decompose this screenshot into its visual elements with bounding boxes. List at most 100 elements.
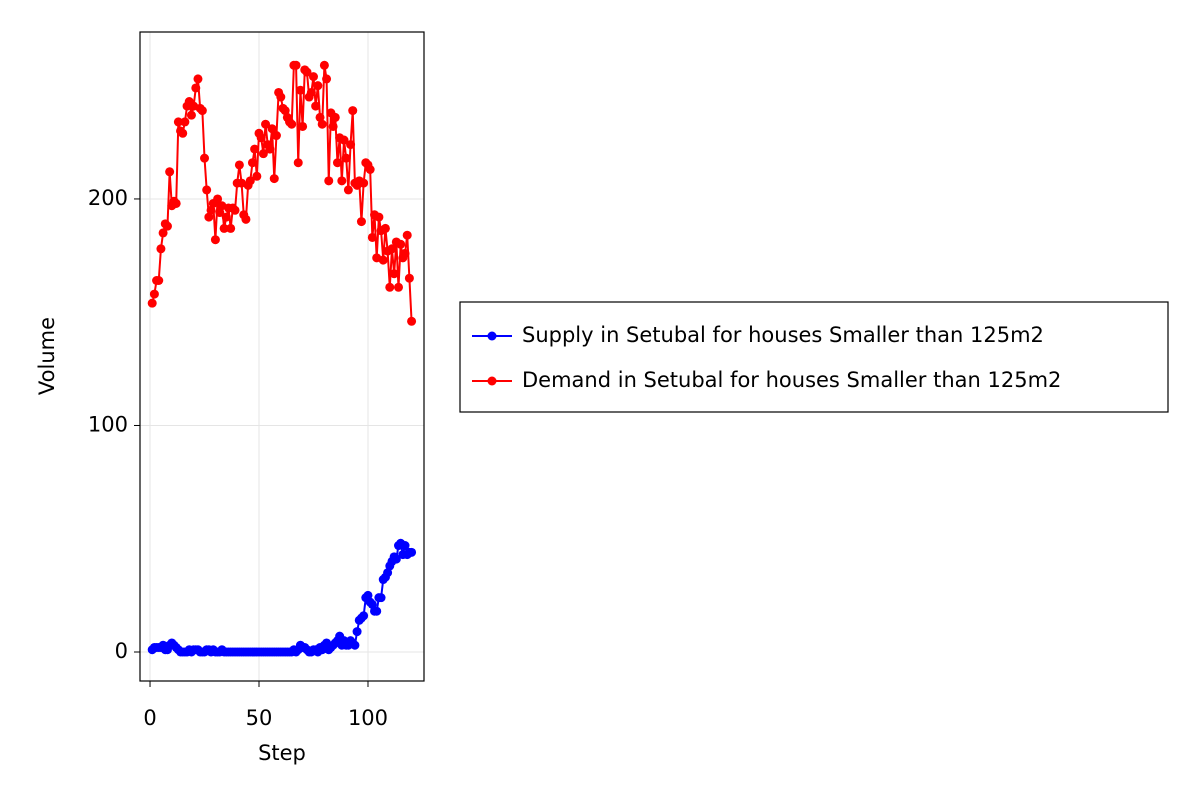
data-point (291, 60, 301, 70)
data-point (276, 92, 286, 102)
data-point (383, 568, 393, 578)
data-point (258, 149, 268, 159)
data-point (261, 119, 271, 129)
data-point (374, 212, 384, 222)
data-point (324, 176, 334, 186)
data-point (319, 60, 329, 70)
data-point (280, 106, 290, 116)
data-point (213, 194, 223, 204)
data-point (341, 153, 351, 163)
data-point (210, 235, 220, 245)
data-point (191, 83, 201, 93)
data-point (378, 255, 388, 265)
data-point (315, 112, 325, 122)
data-point (200, 153, 210, 163)
data-point (230, 205, 240, 215)
data-point (265, 144, 275, 154)
data-point (154, 276, 164, 286)
data-point (322, 74, 332, 84)
data-point (359, 611, 369, 621)
data-point (352, 627, 362, 637)
data-point (193, 74, 203, 84)
data-point (337, 176, 347, 186)
legend-marker (487, 376, 497, 386)
data-point (287, 119, 297, 129)
data-point (204, 212, 214, 222)
data-point (215, 208, 225, 218)
data-point (171, 198, 181, 208)
data-point (311, 101, 321, 111)
data-point (226, 223, 236, 233)
data-point (256, 133, 266, 143)
data-point (407, 547, 417, 557)
x-tick-label: 100 (348, 706, 388, 730)
data-point (380, 223, 390, 233)
data-point (350, 640, 360, 650)
data-point (389, 269, 399, 279)
data-point (376, 593, 386, 603)
y-tick-label: 0 (115, 639, 128, 663)
x-tick-label: 0 (143, 706, 156, 730)
data-point (343, 185, 353, 195)
data-point (267, 124, 277, 134)
data-point (317, 119, 327, 129)
data-point (330, 112, 340, 122)
data-point (402, 230, 412, 240)
data-point (348, 106, 358, 116)
x-axis-label: Step (258, 741, 306, 765)
data-point (356, 217, 366, 227)
data-point (359, 178, 369, 188)
data-point (339, 135, 349, 145)
data-point (149, 289, 159, 299)
data-point (245, 176, 255, 186)
data-point (387, 244, 397, 254)
legend-marker (487, 331, 497, 341)
data-point (250, 144, 260, 154)
data-point (162, 221, 172, 231)
data-point (173, 117, 183, 127)
data-point (219, 223, 229, 233)
data-point (186, 110, 196, 120)
x-tick-label: 50 (246, 706, 273, 730)
data-point (202, 185, 212, 195)
data-point (404, 273, 414, 283)
data-point (178, 128, 188, 138)
data-point (293, 158, 303, 168)
data-point (332, 158, 342, 168)
data-point (400, 248, 410, 258)
data-point (396, 239, 406, 249)
data-point (367, 232, 377, 242)
series-line (151, 541, 412, 654)
data-point (346, 140, 356, 150)
data-point (252, 171, 262, 181)
data-point (308, 72, 318, 82)
legend-label: Supply in Setubal for houses Smaller tha… (522, 323, 1044, 347)
plot-frame (139, 31, 425, 682)
data-point (385, 282, 395, 292)
data-point (165, 167, 175, 177)
data-point (241, 214, 251, 224)
data-point (158, 228, 168, 238)
data-point (247, 158, 257, 168)
data-point (156, 244, 166, 254)
data-point (391, 554, 401, 564)
data-point (302, 67, 312, 77)
data-point (393, 282, 403, 292)
data-point (363, 590, 373, 600)
data-point (221, 212, 231, 222)
data-point (298, 121, 308, 131)
data-point (365, 165, 375, 175)
data-point (271, 131, 281, 141)
data-point (367, 599, 377, 609)
data-point (306, 87, 316, 97)
y-tick-label: 200 (88, 186, 128, 210)
y-tick-label: 100 (88, 412, 128, 436)
data-point (313, 81, 323, 91)
data-point (328, 121, 338, 131)
data-point (269, 174, 279, 184)
data-point (400, 541, 410, 551)
data-point (197, 106, 207, 116)
data-point (206, 205, 216, 215)
y-axis-label: Volume (35, 317, 59, 395)
